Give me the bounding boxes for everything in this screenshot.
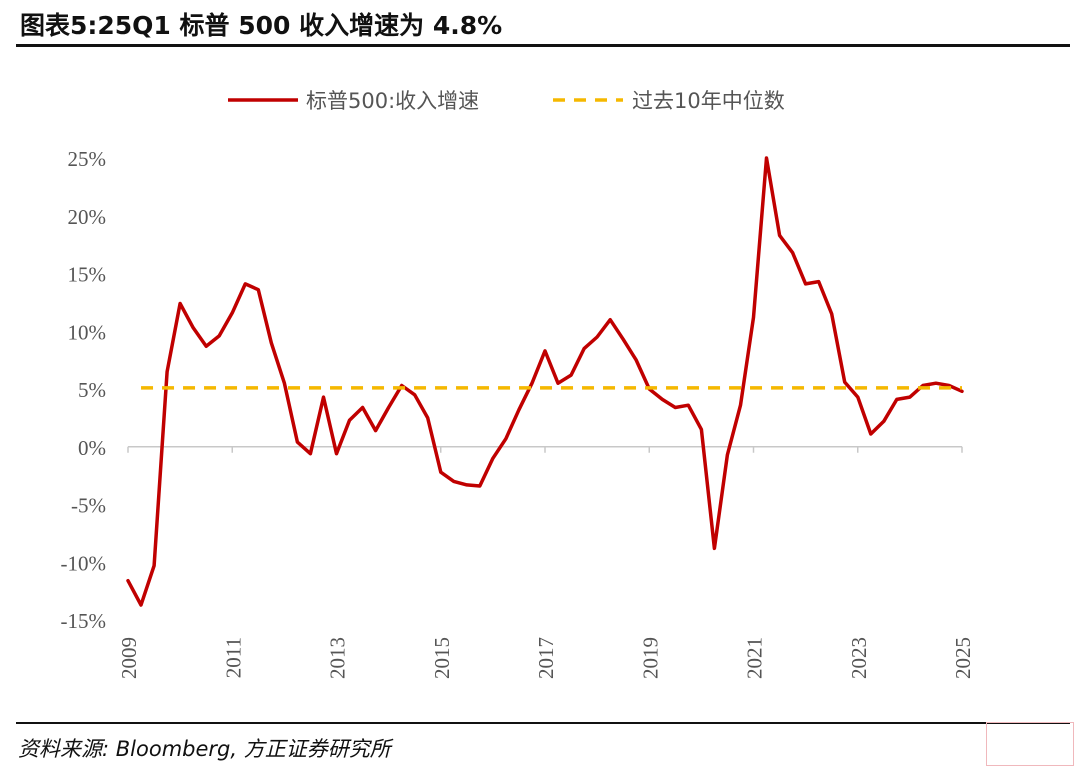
series-layer [126, 156, 964, 607]
x-tick-label: 2023 [847, 637, 871, 679]
y-tick-label: 20% [68, 205, 107, 229]
x-tick-label: 2013 [326, 637, 350, 679]
x-tick-label: 2011 [221, 637, 245, 678]
top-divider [16, 44, 1070, 47]
y-tick-label: -15% [61, 609, 107, 633]
legend-label-median: 过去10年中位数 [632, 89, 785, 113]
y-axis-labels: -15% -10% -5% 0% 5% 10% 15% 20% 25% [61, 147, 107, 633]
legend-label-revenue-growth: 标普500:收入增速 [306, 89, 479, 113]
publisher-watermark [986, 722, 1074, 766]
x-tick-label: 2021 [743, 637, 767, 679]
y-tick-label: 10% [68, 320, 107, 344]
source-note: 资料来源: Bloomberg, 方正证券研究所 [18, 737, 391, 761]
x-tick-label: 2015 [430, 637, 454, 679]
x-axis-labels: 2009 2011 2013 2015 2017 2019 2021 2023 2025 [117, 637, 975, 679]
legend: 标普500:收入增速 过去10年中位数 [228, 89, 785, 113]
y-tick-label: 25% [68, 147, 107, 171]
y-tick-label: -5% [71, 494, 106, 518]
chart-heading: 图表5:25Q1 标普 500 收入增速为 4.8% [20, 11, 503, 40]
y-tick-label: -10% [61, 551, 107, 575]
series-line-revenue-growth [126, 156, 964, 607]
y-tick-label: 0% [78, 436, 106, 460]
x-tick-label: 2017 [534, 637, 558, 679]
x-tick-label: 2009 [117, 637, 141, 679]
y-tick-label: 5% [78, 378, 106, 402]
x-axis [127, 446, 963, 453]
x-tick-label: 2019 [638, 637, 662, 679]
y-tick-label: 15% [68, 263, 107, 287]
x-tick-label: 2025 [951, 637, 975, 679]
bottom-divider [16, 722, 1070, 724]
